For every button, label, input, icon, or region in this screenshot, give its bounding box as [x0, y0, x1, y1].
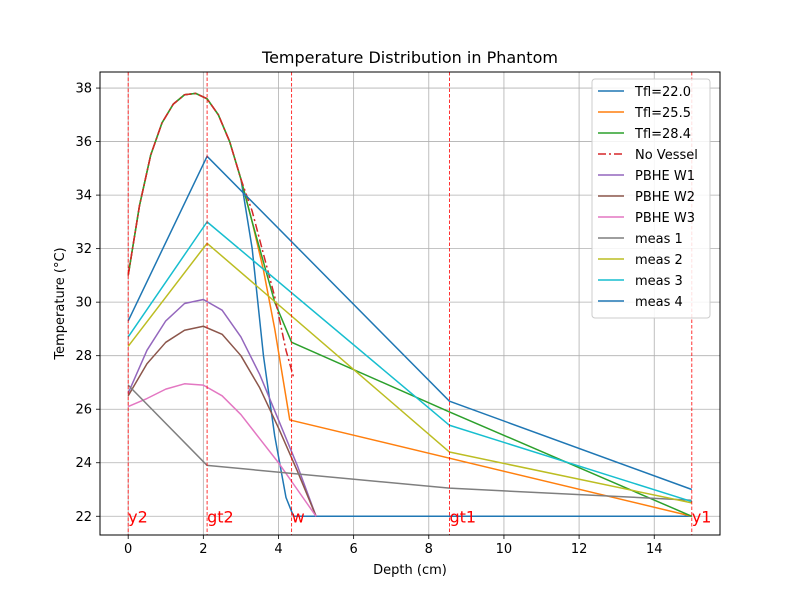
- legend-entry: meas 2: [635, 253, 683, 268]
- legend-entry: Tfl=25.5: [634, 106, 691, 121]
- boundary-label: y2: [128, 507, 148, 526]
- series-line-7: [127, 383, 317, 517]
- legend: Tfl=22.0 Tfl=25.5 Tfl=28.4 No Vessel PBHE W1…: [591, 78, 711, 319]
- y-tick-label: 22: [75, 510, 92, 525]
- series-line-6: [127, 325, 317, 517]
- x-tick-label: 0: [124, 542, 132, 557]
- x-tick-label: 10: [496, 542, 513, 557]
- legend-entry: meas 3: [635, 274, 683, 289]
- legend-entry: Tfl=22.0: [634, 85, 691, 100]
- chart-title: Temperature Distribution in Phantom: [261, 48, 558, 67]
- y-tick-label: 38: [75, 82, 92, 97]
- y-axis-ticks: 22 24 26 28 30 32 34 36 38: [75, 82, 100, 525]
- legend-entry: PBHE W3: [635, 211, 695, 226]
- legend-entry: No Vessel: [635, 148, 698, 163]
- series-line-5: [127, 298, 317, 517]
- boundary-label: w: [292, 507, 305, 526]
- x-tick-label: 2: [199, 542, 207, 557]
- legend-entry: meas 1: [635, 232, 683, 247]
- y-tick-label: 26: [75, 403, 92, 418]
- y-tick-label: 32: [75, 242, 92, 257]
- x-tick-label: 8: [425, 542, 433, 557]
- series-line-8: [127, 384, 692, 501]
- series-layer: [127, 92, 693, 518]
- boundary-label: gt1: [449, 507, 476, 526]
- x-tick-label: 14: [646, 542, 663, 557]
- legend-entry: PBHE W1: [635, 169, 695, 184]
- x-axis-ticks: 0 2 4 6 8 10 12 14: [124, 535, 663, 557]
- y-tick-label: 34: [75, 189, 92, 204]
- x-tick-label: 4: [274, 542, 282, 557]
- x-tick-label: 12: [571, 542, 588, 557]
- y-tick-label: 30: [75, 296, 92, 311]
- series-line-4: [127, 92, 295, 378]
- y-tick-label: 28: [75, 349, 92, 364]
- plot-frame: [99, 71, 721, 536]
- x-tick-label: 6: [349, 542, 357, 557]
- boundary-label: gt2: [207, 507, 234, 526]
- legend-entry: PBHE W2: [635, 190, 695, 205]
- series-line-9: [127, 242, 692, 504]
- series-line-11: [127, 155, 693, 491]
- x-axis-label: Depth (cm): [373, 563, 447, 578]
- legend-entry: meas 4: [635, 295, 683, 310]
- y-axis-label: Temperature (°C): [53, 247, 68, 360]
- legend-entry: Tfl=28.4: [634, 127, 691, 142]
- y-tick-label: 24: [75, 456, 92, 471]
- series-line-10: [127, 221, 693, 503]
- boundary-label: y1: [692, 507, 712, 526]
- y-tick-label: 36: [75, 135, 92, 150]
